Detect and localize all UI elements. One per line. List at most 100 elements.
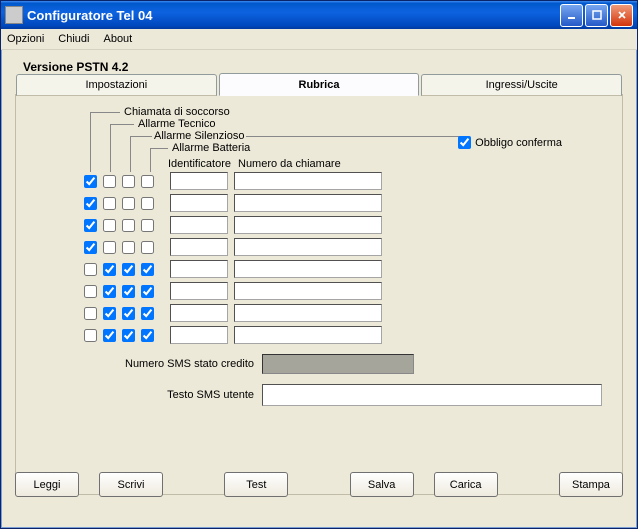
client-area: Versione PSTN 4.2 Impostazioni Rubrica I…: [1, 50, 637, 509]
close-button[interactable]: [610, 4, 633, 27]
hdr-silenzioso: Allarme Silenzioso: [152, 130, 246, 142]
row4-col0-checkbox[interactable]: [84, 263, 97, 276]
sms-text-input[interactable]: [262, 384, 602, 406]
salva-button[interactable]: Salva: [350, 472, 414, 497]
row6-numero-input[interactable]: [234, 304, 382, 322]
row1-col0-checkbox[interactable]: [84, 197, 97, 210]
tab-ingressi-uscite-label: Ingressi/Uscite: [486, 79, 558, 91]
sms-credit-label: Numero SMS stato credito: [104, 358, 254, 370]
row0-identificatore-input[interactable]: [170, 172, 228, 190]
hdr-tecnico: Allarme Tecnico: [138, 118, 215, 130]
row3-col1-checkbox[interactable]: [103, 241, 116, 254]
row6-col1-checkbox[interactable]: [103, 307, 116, 320]
row0-col1-checkbox[interactable]: [103, 175, 116, 188]
row7-col3-checkbox[interactable]: [141, 329, 154, 342]
row4-col2-checkbox[interactable]: [122, 263, 135, 276]
row4-col1-checkbox[interactable]: [103, 263, 116, 276]
row7-col1-checkbox[interactable]: [103, 329, 116, 342]
hdr-identificatore: Identificatore: [168, 158, 231, 170]
hdr-numero: Numero da chiamare: [238, 158, 341, 170]
row5-col0-checkbox[interactable]: [84, 285, 97, 298]
menubar: Opzioni Chiudi About: [1, 29, 637, 50]
row5-col2-checkbox[interactable]: [122, 285, 135, 298]
leggi-button[interactable]: Leggi: [15, 472, 79, 497]
menu-opzioni[interactable]: Opzioni: [7, 33, 44, 45]
rubrica-row: [84, 260, 602, 278]
tab-rubrica[interactable]: Rubrica: [219, 73, 420, 96]
obbligo-row: Obbligo conferma: [458, 136, 562, 149]
row4-identificatore-input[interactable]: [170, 260, 228, 278]
row1-col2-checkbox[interactable]: [122, 197, 135, 210]
row4-col3-checkbox[interactable]: [141, 263, 154, 276]
app-window: Configuratore Tel 04 Opzioni Chiudi Abou…: [0, 0, 638, 529]
rubrica-row: [84, 304, 602, 322]
row2-col0-checkbox[interactable]: [84, 219, 97, 232]
row5-col1-checkbox[interactable]: [103, 285, 116, 298]
carica-button[interactable]: Carica: [434, 472, 498, 497]
stampa-button[interactable]: Stampa: [559, 472, 623, 497]
test-button[interactable]: Test: [224, 472, 288, 497]
rubrica-row: [84, 282, 602, 300]
tab-impostazioni-label: Impostazioni: [85, 79, 147, 91]
row3-identificatore-input[interactable]: [170, 238, 228, 256]
hdr-batteria: Allarme Batteria: [172, 142, 250, 154]
row7-col2-checkbox[interactable]: [122, 329, 135, 342]
tab-strip: Impostazioni Rubrica Ingressi/Uscite: [16, 74, 622, 97]
menu-chiudi[interactable]: Chiudi: [58, 33, 89, 45]
sms-fields: Numero SMS stato credito Testo SMS utent…: [104, 354, 602, 406]
row0-col0-checkbox[interactable]: [84, 175, 97, 188]
row6-identificatore-input[interactable]: [170, 304, 228, 322]
row1-identificatore-input[interactable]: [170, 194, 228, 212]
row0-numero-input[interactable]: [234, 172, 382, 190]
leggi-label: Leggi: [34, 479, 61, 491]
row0-col3-checkbox[interactable]: [141, 175, 154, 188]
rubrica-grid: [84, 172, 602, 344]
row2-col1-checkbox[interactable]: [103, 219, 116, 232]
row6-col2-checkbox[interactable]: [122, 307, 135, 320]
tab-rubrica-label: Rubrica: [299, 79, 340, 91]
row2-identificatore-input[interactable]: [170, 216, 228, 234]
minimize-button[interactable]: [560, 4, 583, 27]
row6-col0-checkbox[interactable]: [84, 307, 97, 320]
row1-col3-checkbox[interactable]: [141, 197, 154, 210]
row5-numero-input[interactable]: [234, 282, 382, 300]
row1-numero-input[interactable]: [234, 194, 382, 212]
row2-col3-checkbox[interactable]: [141, 219, 154, 232]
test-label: Test: [246, 479, 266, 491]
tab-pane-rubrica: Chiamata di soccorso Allarme Tecnico All…: [16, 94, 622, 430]
rubrica-row: [84, 194, 602, 212]
row6-col3-checkbox[interactable]: [141, 307, 154, 320]
row7-col0-checkbox[interactable]: [84, 329, 97, 342]
row3-col3-checkbox[interactable]: [141, 241, 154, 254]
row0-col2-checkbox[interactable]: [122, 175, 135, 188]
stampa-label: Stampa: [572, 479, 610, 491]
row3-col2-checkbox[interactable]: [122, 241, 135, 254]
row7-identificatore-input[interactable]: [170, 326, 228, 344]
obbligo-checkbox[interactable]: [458, 136, 471, 149]
row1-col1-checkbox[interactable]: [103, 197, 116, 210]
scrivi-label: Scrivi: [118, 479, 145, 491]
carica-label: Carica: [450, 479, 482, 491]
rubrica-row: [84, 326, 602, 344]
maximize-button[interactable]: [585, 4, 608, 27]
tab-frame: Impostazioni Rubrica Ingressi/Uscite Chi…: [15, 94, 623, 495]
sms-text-label: Testo SMS utente: [104, 389, 254, 401]
salva-label: Salva: [368, 479, 396, 491]
rubrica-row: [84, 172, 602, 190]
window-title: Configuratore Tel 04: [27, 8, 560, 23]
tab-ingressi-uscite[interactable]: Ingressi/Uscite: [421, 74, 622, 96]
row4-numero-input[interactable]: [234, 260, 382, 278]
row2-col2-checkbox[interactable]: [122, 219, 135, 232]
scrivi-button[interactable]: Scrivi: [99, 472, 163, 497]
row7-numero-input[interactable]: [234, 326, 382, 344]
row5-identificatore-input[interactable]: [170, 282, 228, 300]
row3-col0-checkbox[interactable]: [84, 241, 97, 254]
row3-numero-input[interactable]: [234, 238, 382, 256]
tab-impostazioni[interactable]: Impostazioni: [16, 74, 217, 96]
titlebar[interactable]: Configuratore Tel 04: [1, 1, 637, 29]
row5-col3-checkbox[interactable]: [141, 285, 154, 298]
row2-numero-input[interactable]: [234, 216, 382, 234]
obbligo-label: Obbligo conferma: [475, 137, 562, 149]
sms-credit-input[interactable]: [262, 354, 414, 374]
menu-about[interactable]: About: [103, 33, 132, 45]
